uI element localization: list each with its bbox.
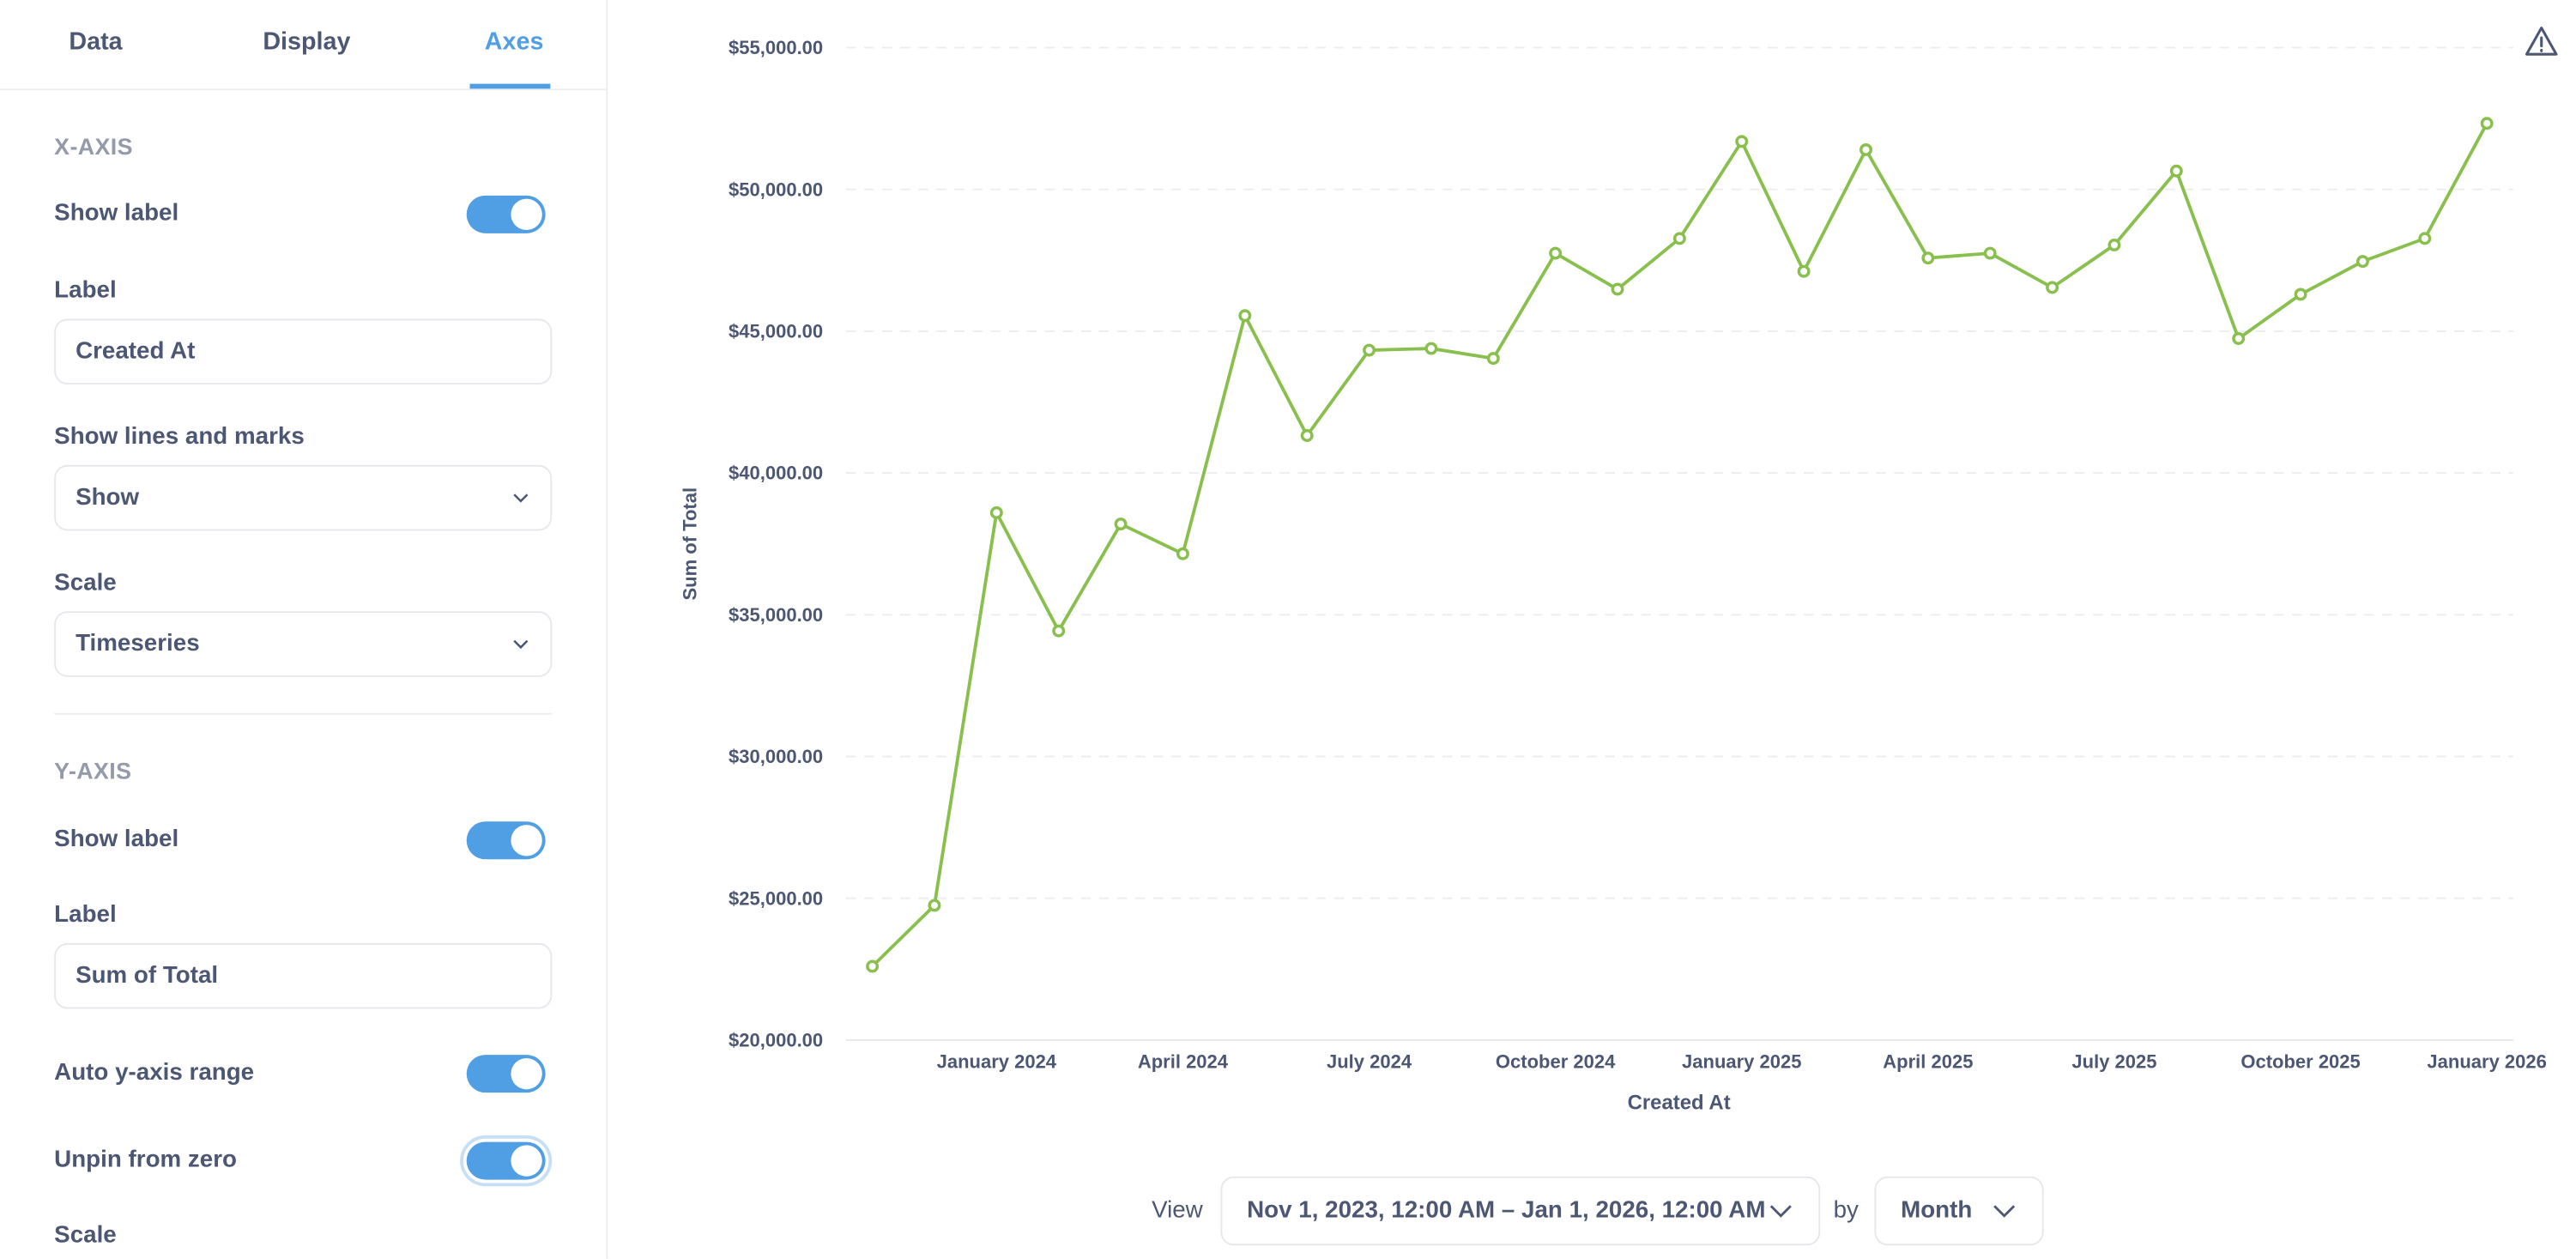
warning-triangle-icon[interactable] bbox=[2525, 27, 2558, 56]
data-point[interactable] bbox=[866, 959, 880, 973]
data-point[interactable] bbox=[1363, 343, 1376, 357]
data-point[interactable] bbox=[2418, 232, 2432, 245]
x-tick-label: October 2024 bbox=[1496, 1050, 1616, 1072]
y-tick-label: $50,000.00 bbox=[729, 179, 823, 200]
date-range-button[interactable]: Nov 1, 2023, 12:00 AM – Jan 1, 2026, 12:… bbox=[1220, 1176, 1821, 1246]
data-point[interactable] bbox=[1300, 429, 1314, 442]
x-label-title: Label bbox=[54, 277, 117, 305]
x-scale-title: Scale bbox=[54, 570, 117, 596]
tab-display[interactable]: Display bbox=[263, 27, 351, 57]
data-point[interactable] bbox=[928, 899, 941, 912]
auto-range-text: Auto y-axis range bbox=[54, 1059, 255, 1086]
unpin-zero-toggle[interactable] bbox=[466, 1141, 546, 1180]
x-tick-label: July 2025 bbox=[2071, 1050, 2156, 1072]
chevron-down-icon bbox=[1769, 1205, 1792, 1218]
x-show-label-text: Show label bbox=[54, 200, 179, 227]
y-axis-heading: Y-AXIS bbox=[54, 757, 132, 784]
data-point[interactable] bbox=[1052, 624, 1066, 638]
data-point[interactable] bbox=[2480, 117, 2494, 130]
data-point[interactable] bbox=[2294, 288, 2307, 301]
settings-sidebar: Data Display Axes X-AXIS Show label Labe… bbox=[0, 0, 608, 1259]
data-point[interactable] bbox=[1983, 246, 1997, 260]
data-point[interactable] bbox=[1424, 342, 1438, 355]
y-axis-label: Sum of Total bbox=[680, 487, 701, 601]
show-lines-select[interactable]: Show bbox=[54, 464, 553, 531]
x-label-value: Created At bbox=[76, 338, 196, 366]
x-axis-heading: X-AXIS bbox=[54, 133, 133, 160]
y-show-label-text: Show label bbox=[54, 826, 179, 853]
y-tick-label: $20,000.00 bbox=[729, 1030, 823, 1051]
y-tick-label: $40,000.00 bbox=[729, 463, 823, 484]
data-point[interactable] bbox=[2232, 332, 2246, 345]
y-show-label-toggle[interactable] bbox=[466, 821, 546, 860]
x-tick-label: October 2025 bbox=[2240, 1050, 2360, 1072]
data-point[interactable] bbox=[1549, 246, 1563, 260]
x-tick-label: January 2024 bbox=[937, 1050, 1057, 1072]
x-tick-label: January 2026 bbox=[2427, 1050, 2546, 1072]
y-label-title: Label bbox=[54, 902, 117, 929]
series-line bbox=[871, 122, 2488, 968]
x-tick-label: April 2024 bbox=[1138, 1050, 1229, 1072]
show-lines-value: Show bbox=[76, 484, 140, 511]
date-range-value: Nov 1, 2023, 12:00 AM – Jan 1, 2026, 12:… bbox=[1247, 1197, 1766, 1225]
x-scale-value: Timeseries bbox=[76, 631, 200, 657]
data-point[interactable] bbox=[2355, 255, 2369, 269]
tab-bar: Data Display Axes bbox=[0, 0, 607, 91]
x-scale-select[interactable]: Timeseries bbox=[54, 611, 553, 677]
view-label: View bbox=[1152, 1197, 1203, 1225]
data-point[interactable] bbox=[1114, 518, 1128, 531]
data-point[interactable] bbox=[2046, 281, 2059, 294]
data-point[interactable] bbox=[989, 505, 1003, 519]
data-point[interactable] bbox=[1735, 135, 1749, 148]
tab-data[interactable]: Data bbox=[69, 27, 123, 57]
unpin-zero-text: Unpin from zero bbox=[54, 1147, 238, 1173]
chevron-down-icon bbox=[513, 493, 529, 503]
chevron-down-icon bbox=[513, 639, 529, 650]
show-lines-title: Show lines and marks bbox=[54, 423, 305, 451]
x-tick-label: July 2024 bbox=[1327, 1050, 1412, 1072]
active-tab-indicator bbox=[469, 83, 551, 89]
auto-range-toggle[interactable] bbox=[466, 1055, 546, 1093]
y-tick-label: $35,000.00 bbox=[729, 604, 823, 626]
data-point[interactable] bbox=[1486, 352, 1500, 366]
x-tick-label: January 2025 bbox=[1682, 1050, 1801, 1072]
y-tick-label: $45,000.00 bbox=[729, 321, 823, 342]
data-point[interactable] bbox=[2169, 164, 2183, 178]
tab-axes[interactable]: Axes bbox=[484, 27, 544, 57]
x-axis-label: Created At bbox=[1628, 1091, 1731, 1114]
y-tick-label: $55,000.00 bbox=[729, 37, 823, 58]
y-label-input[interactable]: Sum of Total bbox=[54, 942, 553, 1009]
time-unit-button[interactable]: Month bbox=[1874, 1176, 2044, 1246]
time-unit-value: Month bbox=[1901, 1197, 1973, 1225]
y-tick-label: $30,000.00 bbox=[729, 746, 823, 767]
data-point[interactable] bbox=[1611, 282, 1624, 296]
y-scale-title: Scale bbox=[54, 1222, 117, 1250]
y-label-value: Sum of Total bbox=[76, 962, 219, 990]
x-label-input[interactable]: Created At bbox=[54, 318, 553, 384]
data-point[interactable] bbox=[1797, 264, 1811, 278]
x-tick-label: April 2025 bbox=[1883, 1050, 1973, 1072]
chevron-down-icon bbox=[1993, 1205, 2016, 1218]
data-point[interactable] bbox=[1238, 309, 1252, 323]
data-point[interactable] bbox=[1176, 547, 1189, 560]
data-point[interactable] bbox=[1859, 142, 1872, 156]
x-show-label-toggle[interactable] bbox=[466, 195, 546, 233]
data-point[interactable] bbox=[1921, 251, 1935, 265]
divider bbox=[54, 712, 553, 715]
data-point[interactable] bbox=[1672, 232, 1686, 245]
data-point[interactable] bbox=[2107, 239, 2121, 251]
by-label: by bbox=[1833, 1197, 1859, 1225]
y-tick-label: $25,000.00 bbox=[729, 887, 823, 909]
